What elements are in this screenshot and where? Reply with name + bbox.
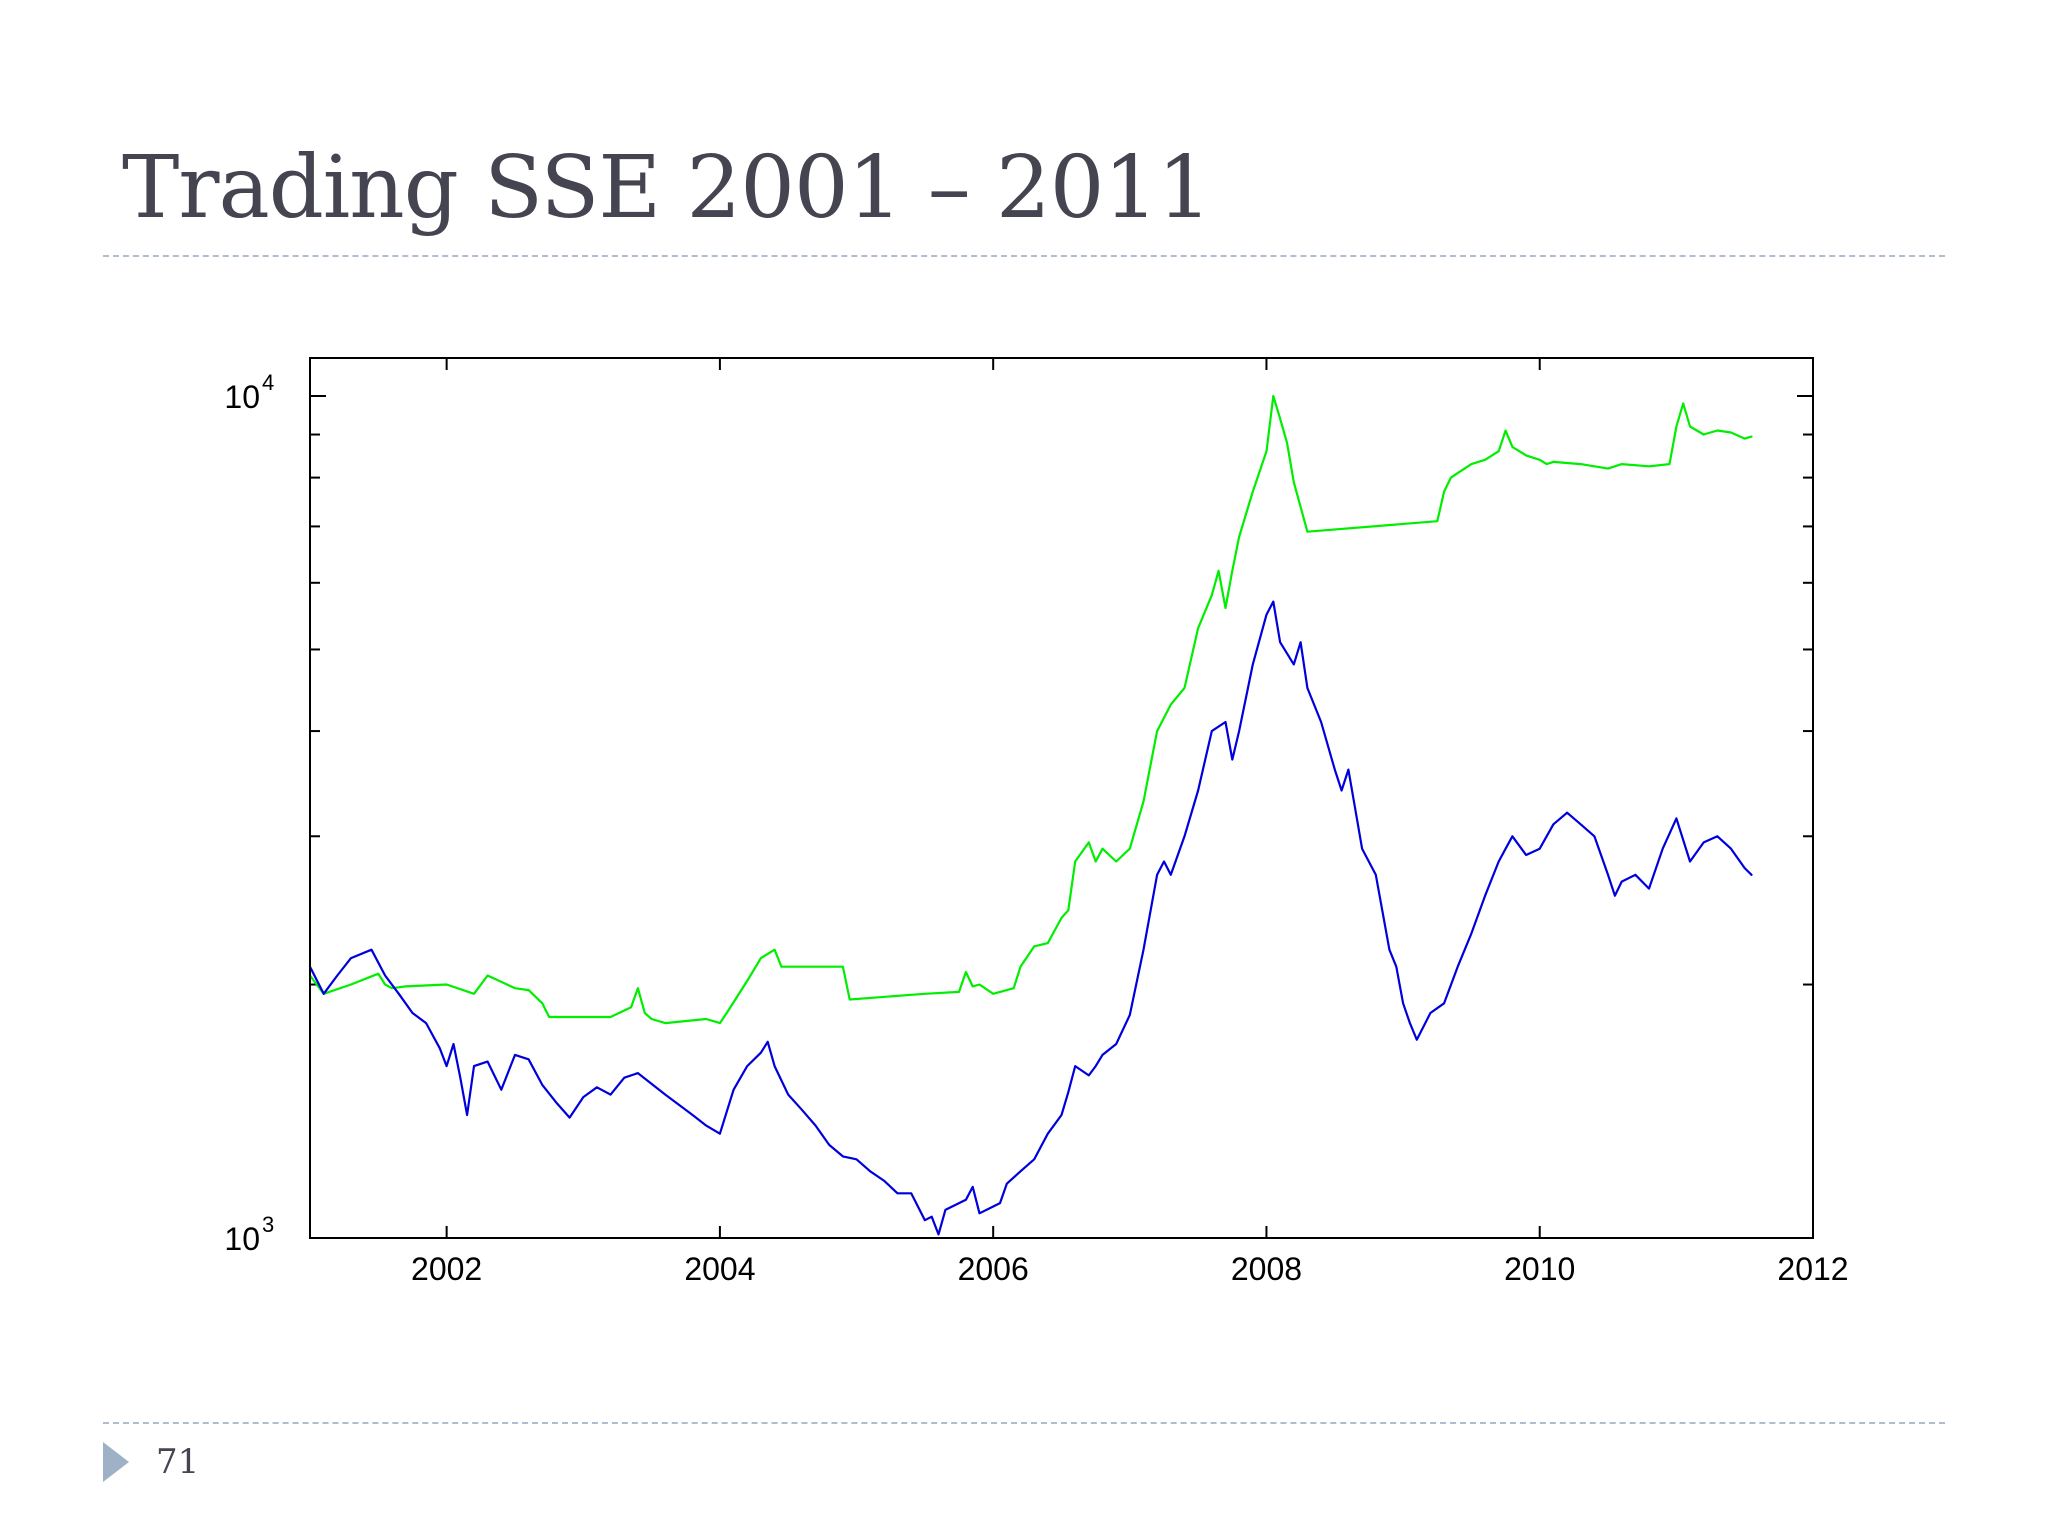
x-tick-label: 2006 <box>958 1251 1029 1287</box>
y-tick-label: 10 <box>224 1221 260 1257</box>
chart-container: 2002 2004 2006 2008 2010 2012 10 3 10 4 <box>200 330 1900 1360</box>
x-tick-label: 2002 <box>411 1251 482 1287</box>
x-tick-label: 2004 <box>684 1251 755 1287</box>
x-tick-label: 2012 <box>1777 1251 1848 1287</box>
x-tick-label: 2010 <box>1504 1251 1575 1287</box>
x-tick-label: 2008 <box>1231 1251 1302 1287</box>
page-number: 71 <box>156 1442 200 1482</box>
series-lines <box>308 394 1753 1236</box>
y-tick-exponent: 4 <box>262 370 274 395</box>
y-tick-exponent: 3 <box>262 1212 274 1237</box>
y-tick-label: 10 <box>224 379 260 415</box>
play-arrow-icon <box>103 1442 129 1482</box>
axis-ticks <box>310 358 1814 1239</box>
series-line-2 <box>308 600 1753 1236</box>
bottom-divider <box>103 1422 1945 1424</box>
slide-title: Trading SSE 2001 – 2011 <box>122 138 1212 238</box>
top-divider <box>103 255 1945 257</box>
series-line-1 <box>308 394 1753 1025</box>
plot-frame <box>309 357 1814 1239</box>
